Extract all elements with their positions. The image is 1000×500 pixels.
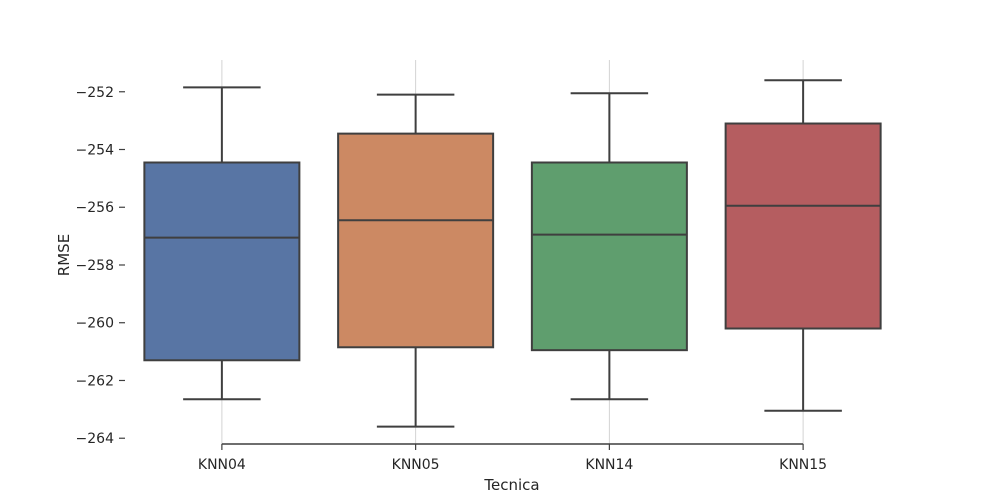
x-tick-label-knn05: KNN05 (392, 457, 440, 473)
box-body (724, 122, 882, 330)
box-body (337, 132, 495, 349)
x-axis-label: Tecnica (483, 476, 539, 494)
x-tick-label-knn14: KNN14 (585, 457, 633, 473)
y-tick-label: −256 (76, 200, 115, 216)
box-knn04 (143, 86, 301, 401)
tick-labels: KNN04 KNN05 KNN14 KNN15 −252 −254 −256 −258 −260… (76, 85, 828, 473)
y-tick-label: −260 (76, 316, 114, 332)
box-body (530, 161, 688, 352)
box-knn14 (530, 92, 688, 401)
y-tick-label: −258 (76, 258, 114, 274)
y-tick-label: −252 (76, 85, 114, 101)
grid-lines (221, 60, 804, 444)
box-knn05 (337, 93, 495, 428)
y-tick-label: −264 (76, 431, 115, 447)
x-tick-label-knn15: KNN15 (779, 457, 827, 473)
box-knn15 (724, 79, 882, 412)
boxes (143, 79, 882, 428)
y-axis-label: RMSE (55, 234, 73, 276)
y-tick-label: −262 (76, 373, 114, 389)
box-body (143, 161, 301, 362)
x-tick-label-knn04: KNN04 (198, 457, 246, 473)
y-tick-label: −254 (76, 143, 115, 159)
